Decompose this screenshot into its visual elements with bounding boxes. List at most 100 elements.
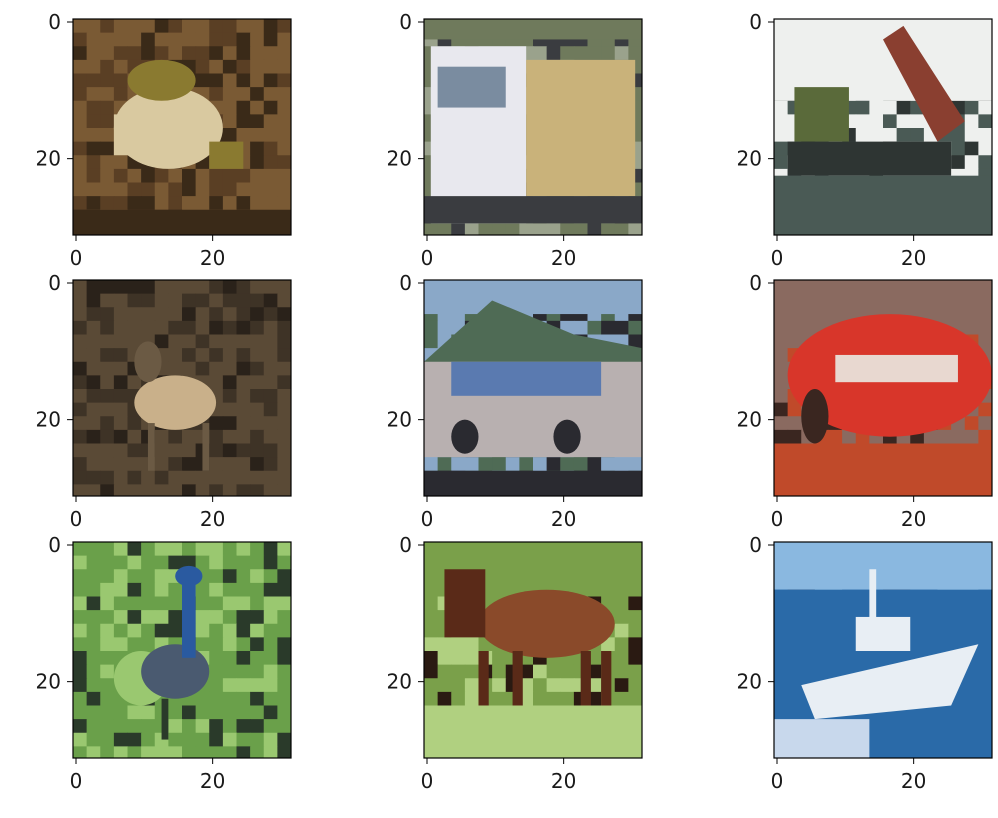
image-pixel-block [168, 280, 183, 295]
image-pixel-block [437, 678, 452, 693]
image-pixel-block [424, 223, 439, 235]
image-pixel-block [113, 46, 128, 61]
image-panel-dump-truck: 0 20 0 20 [737, 10, 993, 270]
image-pixel-block [250, 100, 265, 115]
image-pixel-block [437, 223, 452, 235]
image-pixel-block [100, 443, 115, 458]
image-pixel-block [263, 348, 278, 363]
image-pixel-block [601, 223, 616, 235]
image-pixel-block [100, 348, 115, 363]
image-pixel-block [263, 596, 278, 611]
image-pixel-block [464, 637, 479, 652]
image-pixel-block [182, 542, 197, 557]
image-pixel-block [437, 457, 452, 472]
image-pixel-block [100, 307, 115, 322]
image-pixel-block [437, 320, 452, 335]
image-pixel-block [774, 429, 789, 444]
image-pixel-block [86, 320, 101, 335]
image-pixel-block [519, 457, 534, 472]
image-pixel-block [86, 470, 101, 485]
image-pixel-block [236, 555, 251, 570]
image-pixel-block [86, 416, 101, 431]
image-pixel-block [113, 443, 128, 458]
image-pixel-block [86, 375, 101, 390]
image-pixel-block [277, 168, 291, 183]
image-pixel-block [168, 719, 183, 734]
image-pixel-block [250, 361, 265, 376]
image-pixel-block [424, 637, 439, 652]
image-pixel-block [73, 196, 88, 211]
axes-frame [72, 279, 292, 497]
image-pixel-block [195, 293, 210, 308]
image-pixel-block [263, 610, 278, 625]
image-truck [424, 19, 642, 235]
image-pixel-block [86, 280, 101, 295]
image-pixel-block [127, 719, 142, 734]
image-pixel-block [896, 100, 911, 115]
image-pixel-block [113, 375, 128, 390]
image-pixel-block [923, 429, 938, 444]
image-pixel-block [519, 691, 534, 706]
image-pixel-block [451, 651, 466, 666]
image-dump-truck [774, 19, 992, 235]
image-pixel-block [978, 114, 992, 129]
image-pixel-block [209, 348, 224, 363]
image-pixel-block [141, 637, 156, 652]
image-pixel-block [127, 196, 142, 211]
image-pixel-block [127, 457, 142, 472]
image-pixel-block [209, 637, 224, 652]
image-pixel-block [168, 470, 183, 485]
image-pixel-block [154, 610, 169, 625]
image-pixel-block [250, 46, 265, 61]
sky-shape [774, 542, 992, 590]
image-pixel-block [141, 705, 156, 720]
image-pixel-block [263, 402, 278, 417]
image-pixel-block [222, 73, 237, 88]
image-pixel-block [100, 596, 115, 611]
image-pixel-block [855, 128, 870, 143]
image-pixel-block [100, 719, 115, 734]
image-pixel-block [277, 691, 291, 706]
image-pixel-block [774, 375, 789, 390]
image-pixel-block [100, 293, 115, 308]
image-pixel-block [127, 416, 142, 431]
axes-frame [773, 541, 993, 759]
image-pixel-block [250, 569, 265, 584]
image-pixel-block [478, 223, 493, 235]
image-pixel-block [195, 320, 210, 335]
image-pixel-block [628, 623, 642, 638]
image-pixel-block [628, 610, 642, 625]
image-pixel-block [209, 664, 224, 679]
image-pixel-block [263, 651, 278, 666]
image-pixel-block [263, 582, 278, 597]
image-pixel-block [236, 402, 251, 417]
image-pixel-block [263, 705, 278, 720]
car-wheel-shape [801, 389, 829, 444]
image-pixel-block [141, 293, 156, 308]
image-pixel-block [127, 555, 142, 570]
image-pixel-block [209, 651, 224, 666]
image-pixel-block [100, 746, 115, 758]
image-pixel-block [127, 168, 142, 183]
image-panel-horse: 0 20 0 20 [387, 533, 643, 793]
image-pixel-block [209, 470, 224, 485]
image-pixel-block [113, 610, 128, 625]
image-pixel-block [250, 664, 265, 679]
axes-frame [773, 279, 993, 497]
image-pixel-block [195, 623, 210, 638]
image-pixel-block [451, 664, 466, 679]
image-pixel-block [73, 542, 88, 557]
ground-shadow-shape [73, 209, 291, 235]
x-tick-label: 20 [200, 769, 225, 793]
image-pixel-block [100, 32, 115, 47]
image-pixel-block [587, 691, 602, 706]
image-pixel-block [113, 361, 128, 376]
image-pixel-block [141, 168, 156, 183]
image-pixel-block [168, 19, 183, 34]
image-pixel-block [277, 596, 291, 611]
image-pixel-block [424, 320, 439, 335]
image-pixel-block [250, 555, 265, 570]
image-pixel-block [154, 182, 169, 197]
image-pixel-block [209, 569, 224, 584]
